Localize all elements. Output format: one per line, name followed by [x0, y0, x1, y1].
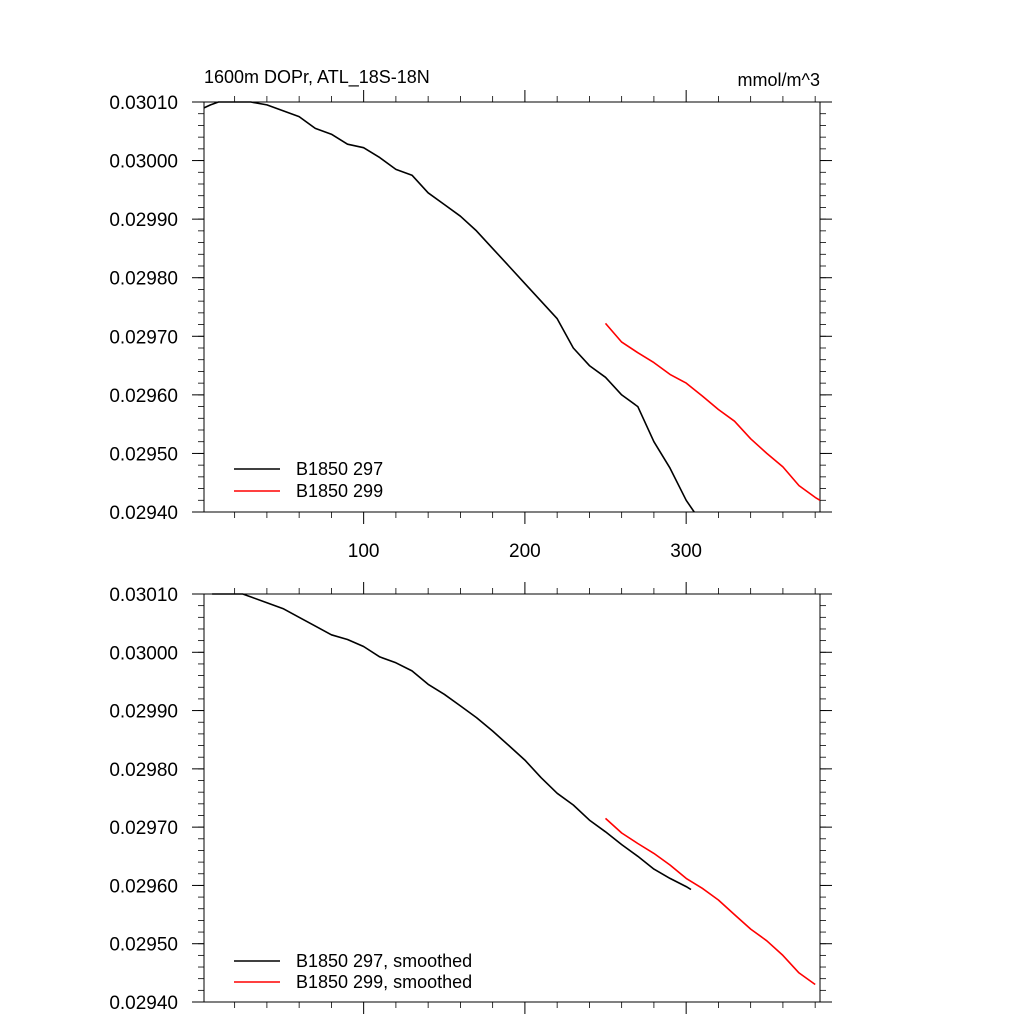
y-tick-label: 0.02940 [109, 503, 178, 524]
y-tick-label: 0.02980 [109, 269, 178, 290]
x-tick-label: 100 [348, 541, 380, 562]
y-tick-label: 0.02970 [109, 818, 178, 839]
top-panel: 0.02940 0.02950 0.02960 0.02970 0.02980 0.029… [109, 90, 832, 562]
top-title-left: 1600m DOPr, ATL_18S-18N [204, 67, 430, 88]
y-tick-label: 0.03000 [109, 152, 178, 173]
bottom-panel: 0.02940 0.02950 0.02960 0.02970 0.02980 0.029… [109, 582, 832, 1014]
y-tick-label: 0.03010 [109, 585, 178, 606]
y-tick-label: 0.02970 [109, 327, 178, 348]
series-line [604, 817, 816, 986]
x-tick-label: 200 [509, 541, 541, 562]
y-tick-label: 0.02960 [109, 386, 178, 407]
plot-frame [203, 593, 821, 1003]
series-line [203, 101, 695, 513]
y-tick-label: 0.02950 [109, 444, 178, 465]
series-line [604, 322, 821, 501]
y-tick-label: 0.03000 [109, 643, 178, 664]
legend-label: B1850 297 [296, 459, 383, 479]
y-tick-label: 0.02950 [109, 935, 178, 956]
legend-label: B1850 297, smoothed [296, 951, 472, 971]
y-tick-label: 0.02940 [109, 993, 178, 1014]
y-tick-label: 0.02990 [109, 702, 178, 723]
x-tick-label: 300 [670, 541, 702, 562]
y-tick-label: 0.02990 [109, 210, 178, 231]
top-title-right: mmol/m^3 [738, 70, 820, 90]
y-tick-label: 0.02980 [109, 760, 178, 781]
y-tick-label: 0.03010 [109, 93, 178, 114]
legend-label: B1850 299, smoothed [296, 972, 472, 992]
y-tick-label: 0.02960 [109, 876, 178, 897]
plot-frame [203, 101, 821, 513]
series-line [212, 593, 692, 891]
legend-label: B1850 299 [296, 481, 383, 501]
